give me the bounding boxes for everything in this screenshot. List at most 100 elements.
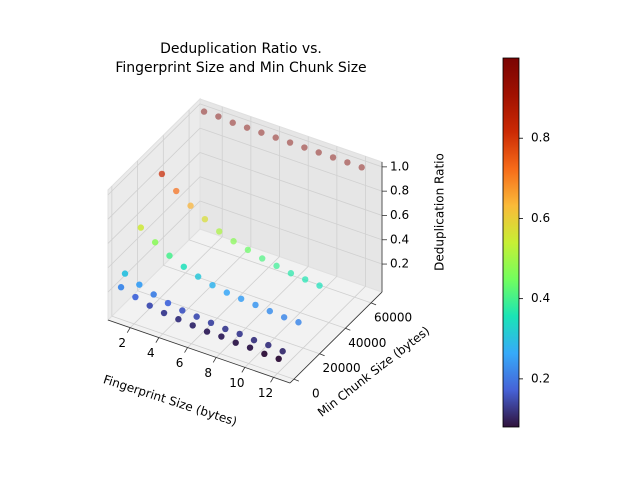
data-point	[358, 164, 365, 171]
grid-line	[107, 152, 201, 244]
colorbar-tick-label: 0.2	[531, 371, 550, 385]
x-tick-label: 6	[176, 356, 184, 370]
x-tick-label: 8	[204, 366, 212, 380]
data-point	[117, 284, 125, 291]
data-point	[280, 314, 288, 321]
grid-line	[273, 286, 366, 378]
data-point	[146, 302, 153, 309]
data-point	[180, 263, 188, 270]
data-point	[222, 325, 229, 333]
grid-line	[215, 266, 309, 358]
data-point	[166, 252, 173, 259]
data-point	[187, 202, 194, 209]
grid-line	[199, 127, 383, 192]
grid-line	[199, 103, 383, 168]
grid-line	[163, 264, 346, 329]
data-point	[201, 215, 209, 223]
y-tick-label: 0	[312, 387, 320, 401]
data-point	[207, 319, 215, 327]
grid-line	[107, 200, 201, 293]
data-point	[209, 281, 216, 289]
data-point	[164, 299, 172, 307]
z-axis-label: Deduplication Ratio	[433, 153, 447, 271]
tick-mark	[319, 353, 325, 357]
data-point	[279, 348, 286, 355]
data-point	[230, 238, 237, 245]
tick-mark	[370, 302, 377, 306]
data-point	[315, 149, 322, 156]
data-point	[275, 355, 282, 363]
x-tick-label: 2	[118, 336, 126, 350]
z-tick-label: 0.8	[390, 184, 409, 198]
chart-title: Deduplication Ratio vs.	[160, 41, 322, 57]
data-point	[193, 313, 200, 320]
x-tick-label: 4	[147, 346, 155, 360]
axis-line	[107, 319, 291, 384]
data-point	[237, 295, 245, 302]
data-point	[229, 119, 236, 126]
data-point	[301, 144, 308, 151]
tick-mark	[184, 347, 188, 353]
data-point	[273, 262, 280, 270]
data-point	[236, 330, 243, 338]
data-point	[250, 336, 258, 344]
data-point	[215, 113, 222, 120]
grid-line	[107, 176, 201, 269]
y-tick-label: 60000	[374, 310, 412, 324]
data-point	[244, 246, 252, 254]
data-point	[246, 344, 254, 351]
data-point	[295, 319, 302, 326]
data-point	[158, 170, 166, 178]
grid-line	[107, 103, 201, 196]
data-point	[160, 309, 168, 317]
data-point	[223, 289, 231, 296]
data-point	[329, 154, 337, 161]
axis-line	[289, 291, 383, 384]
data-point	[173, 187, 180, 195]
data-point	[136, 281, 143, 288]
tick-mark	[293, 378, 300, 382]
data-point	[218, 333, 225, 340]
grid-line	[129, 236, 223, 328]
grid-line	[158, 246, 252, 338]
data-point	[266, 307, 273, 315]
data-point	[287, 270, 295, 277]
grid-line	[111, 315, 294, 380]
tick-mark	[212, 357, 217, 363]
z-tick-label: 1.0	[390, 159, 409, 173]
x-tick-label: 10	[229, 376, 244, 390]
grid-line	[107, 127, 201, 220]
y-tick-label: 20000	[323, 361, 361, 375]
data-point	[344, 159, 351, 166]
x-tick-label: 12	[258, 386, 273, 400]
data-point	[286, 139, 294, 146]
z-tick-label: 0.4	[390, 232, 409, 246]
data-point	[252, 301, 259, 309]
data-point	[175, 316, 182, 323]
tick-mark	[155, 337, 160, 343]
data-point	[132, 293, 139, 301]
tick-mark	[345, 327, 351, 331]
z-tick-label: 0.6	[390, 208, 409, 222]
tick-mark	[241, 367, 246, 373]
data-point	[151, 239, 159, 246]
z-tick-label: 0.2	[390, 257, 409, 271]
data-point	[316, 282, 323, 289]
data-point	[302, 276, 309, 283]
colorbar-tick-label: 0.8	[531, 131, 550, 145]
data-point	[259, 255, 266, 262]
grid-line	[244, 276, 338, 368]
colorbar-tick-label: 0.4	[531, 291, 550, 305]
data-point	[265, 341, 272, 349]
data-point	[203, 328, 211, 335]
grid-line	[187, 256, 280, 348]
grid-line	[199, 176, 383, 241]
chart-title: Fingerprint Size and Min Chunk Size	[115, 60, 366, 76]
data-point	[272, 134, 279, 141]
colorbar	[502, 57, 520, 428]
y-tick-label: 40000	[348, 336, 386, 350]
grid-line	[199, 200, 383, 265]
data-point	[179, 307, 186, 314]
data-point	[194, 273, 202, 280]
